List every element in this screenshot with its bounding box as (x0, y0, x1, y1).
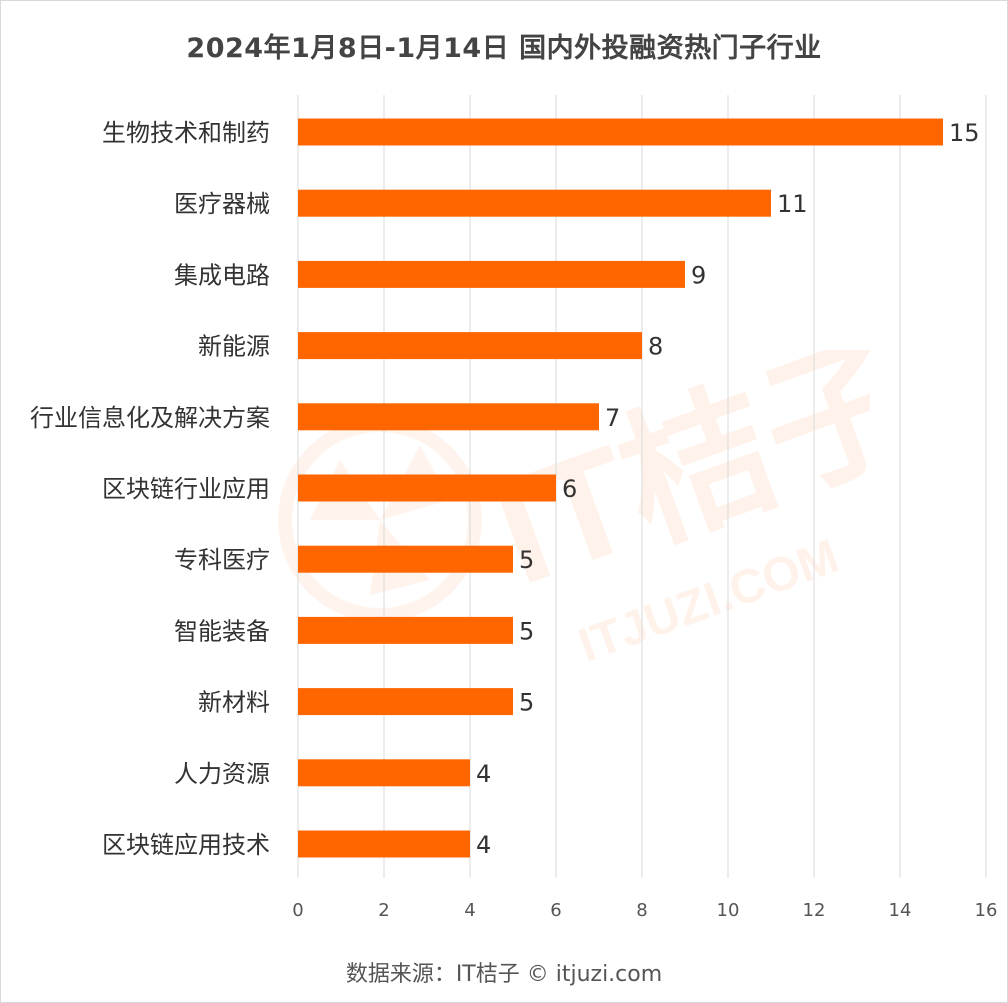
bar (298, 616, 513, 644)
data-label: 5 (519, 617, 534, 645)
bar (298, 403, 599, 431)
x-tick-label: 6 (550, 900, 561, 921)
x-tick-label: 2 (378, 900, 389, 921)
category-label: 新材料 (198, 689, 270, 717)
bar (298, 332, 642, 360)
category-label: 新能源 (198, 333, 270, 361)
x-tick-label: 10 (717, 900, 740, 921)
x-tick-label: 14 (889, 900, 912, 921)
data-label: 15 (949, 119, 980, 147)
bar (298, 260, 685, 288)
category-label: 医疗器械 (174, 190, 270, 218)
bar (298, 688, 513, 716)
x-tick-label: 0 (292, 900, 303, 921)
category-label: 人力资源 (174, 760, 270, 788)
data-label: 9 (691, 261, 706, 289)
bar (298, 545, 513, 573)
bar (298, 118, 943, 146)
category-label: 区块链行业应用 (102, 475, 270, 503)
chart-title: 2024年1月8日-1月14日 国内外投融资热门子行业 (186, 33, 822, 64)
x-tick-label: 4 (464, 900, 475, 921)
data-label: 6 (562, 475, 577, 503)
data-label: 5 (519, 689, 534, 717)
x-tick-label: 8 (636, 900, 647, 921)
category-label: 行业信息化及解决方案 (30, 404, 270, 432)
data-label: 7 (605, 404, 620, 432)
x-tick-label: 12 (803, 900, 826, 921)
category-label: 区块链应用技术 (102, 831, 270, 859)
bar (298, 189, 771, 217)
data-label: 8 (648, 333, 663, 361)
category-label: 专科医疗 (174, 546, 270, 574)
data-label: 5 (519, 546, 534, 574)
data-label: 11 (777, 190, 808, 218)
bar (298, 474, 556, 502)
category-label: 智能装备 (174, 617, 270, 645)
data-label: 4 (476, 831, 491, 859)
bar (298, 759, 470, 787)
data-source-note: 数据来源：IT桔子 © itjuzi.com (345, 962, 663, 987)
bar (298, 830, 470, 858)
category-label: 生物技术和制药 (102, 119, 270, 147)
category-label: 集成电路 (174, 261, 270, 289)
data-label: 4 (476, 760, 491, 788)
x-tick-label: 16 (975, 900, 998, 921)
